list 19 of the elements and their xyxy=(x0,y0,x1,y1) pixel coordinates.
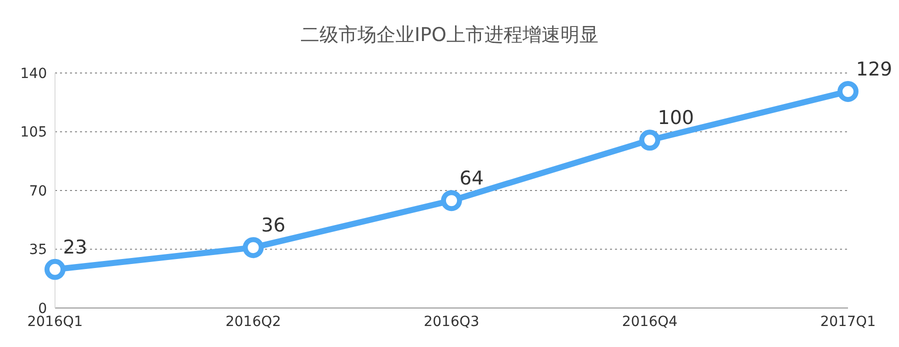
point xyxy=(441,190,462,212)
point xyxy=(838,80,858,102)
x-tick-label: 2016Q2 xyxy=(225,314,282,330)
chart-title: 二级市场企业IPO上市进程增速明显 xyxy=(299,23,600,48)
data-label: 36 xyxy=(261,214,286,237)
data-label: 100 xyxy=(658,107,694,130)
x-tick-label: 2016Q4 xyxy=(622,314,678,330)
data-label: 64 xyxy=(460,168,484,190)
data-label: 129 xyxy=(856,58,892,80)
y-tick-label: 70 xyxy=(29,183,47,200)
y-tick-label: 105 xyxy=(20,124,47,141)
point xyxy=(242,237,264,258)
point xyxy=(44,258,66,280)
x-tick-label: 2016Q3 xyxy=(424,314,480,330)
y-tick-label: 35 xyxy=(29,242,47,258)
x-tick-label: 2017Q1 xyxy=(820,314,876,330)
point xyxy=(639,130,660,151)
data-label: 23 xyxy=(63,236,88,258)
y-tick-label: 140 xyxy=(20,66,47,82)
